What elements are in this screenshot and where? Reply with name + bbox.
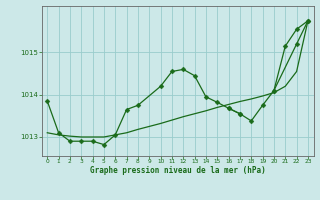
X-axis label: Graphe pression niveau de la mer (hPa): Graphe pression niveau de la mer (hPa) (90, 166, 266, 175)
